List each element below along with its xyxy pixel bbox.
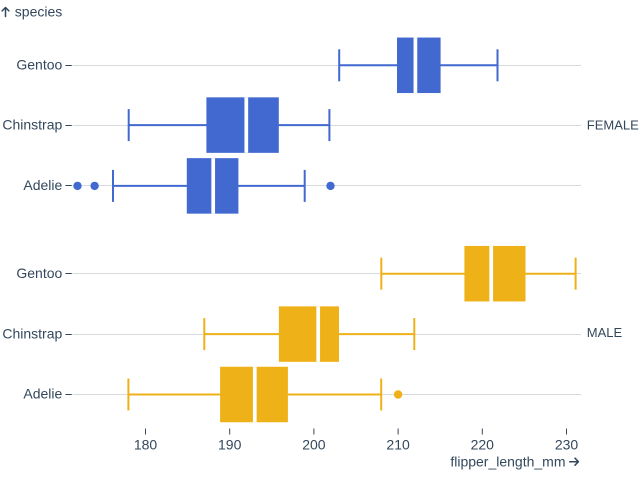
svg-text:190: 190 <box>218 436 242 452</box>
svg-text:Chinstrap: Chinstrap <box>2 325 62 341</box>
svg-text:200: 200 <box>302 436 326 452</box>
svg-text:Chinstrap: Chinstrap <box>2 116 62 132</box>
svg-text:Adelie: Adelie <box>23 386 62 402</box>
svg-text:220: 220 <box>471 436 495 452</box>
svg-text:species: species <box>15 3 62 19</box>
svg-text:230: 230 <box>555 436 579 452</box>
svg-text:180: 180 <box>134 436 158 452</box>
svg-text:Adelie: Adelie <box>23 177 62 193</box>
svg-text:Gentoo: Gentoo <box>16 57 62 73</box>
svg-text:flipper_length_mm: flipper_length_mm <box>450 454 565 470</box>
svg-text:Gentoo: Gentoo <box>16 265 62 281</box>
svg-text:210: 210 <box>386 436 410 452</box>
svg-text:FEMALE: FEMALE <box>587 117 639 132</box>
svg-text:MALE: MALE <box>587 325 623 340</box>
